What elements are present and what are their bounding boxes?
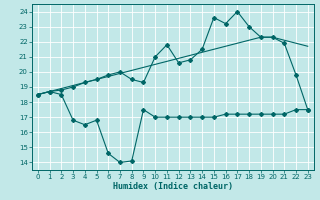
- X-axis label: Humidex (Indice chaleur): Humidex (Indice chaleur): [113, 182, 233, 191]
